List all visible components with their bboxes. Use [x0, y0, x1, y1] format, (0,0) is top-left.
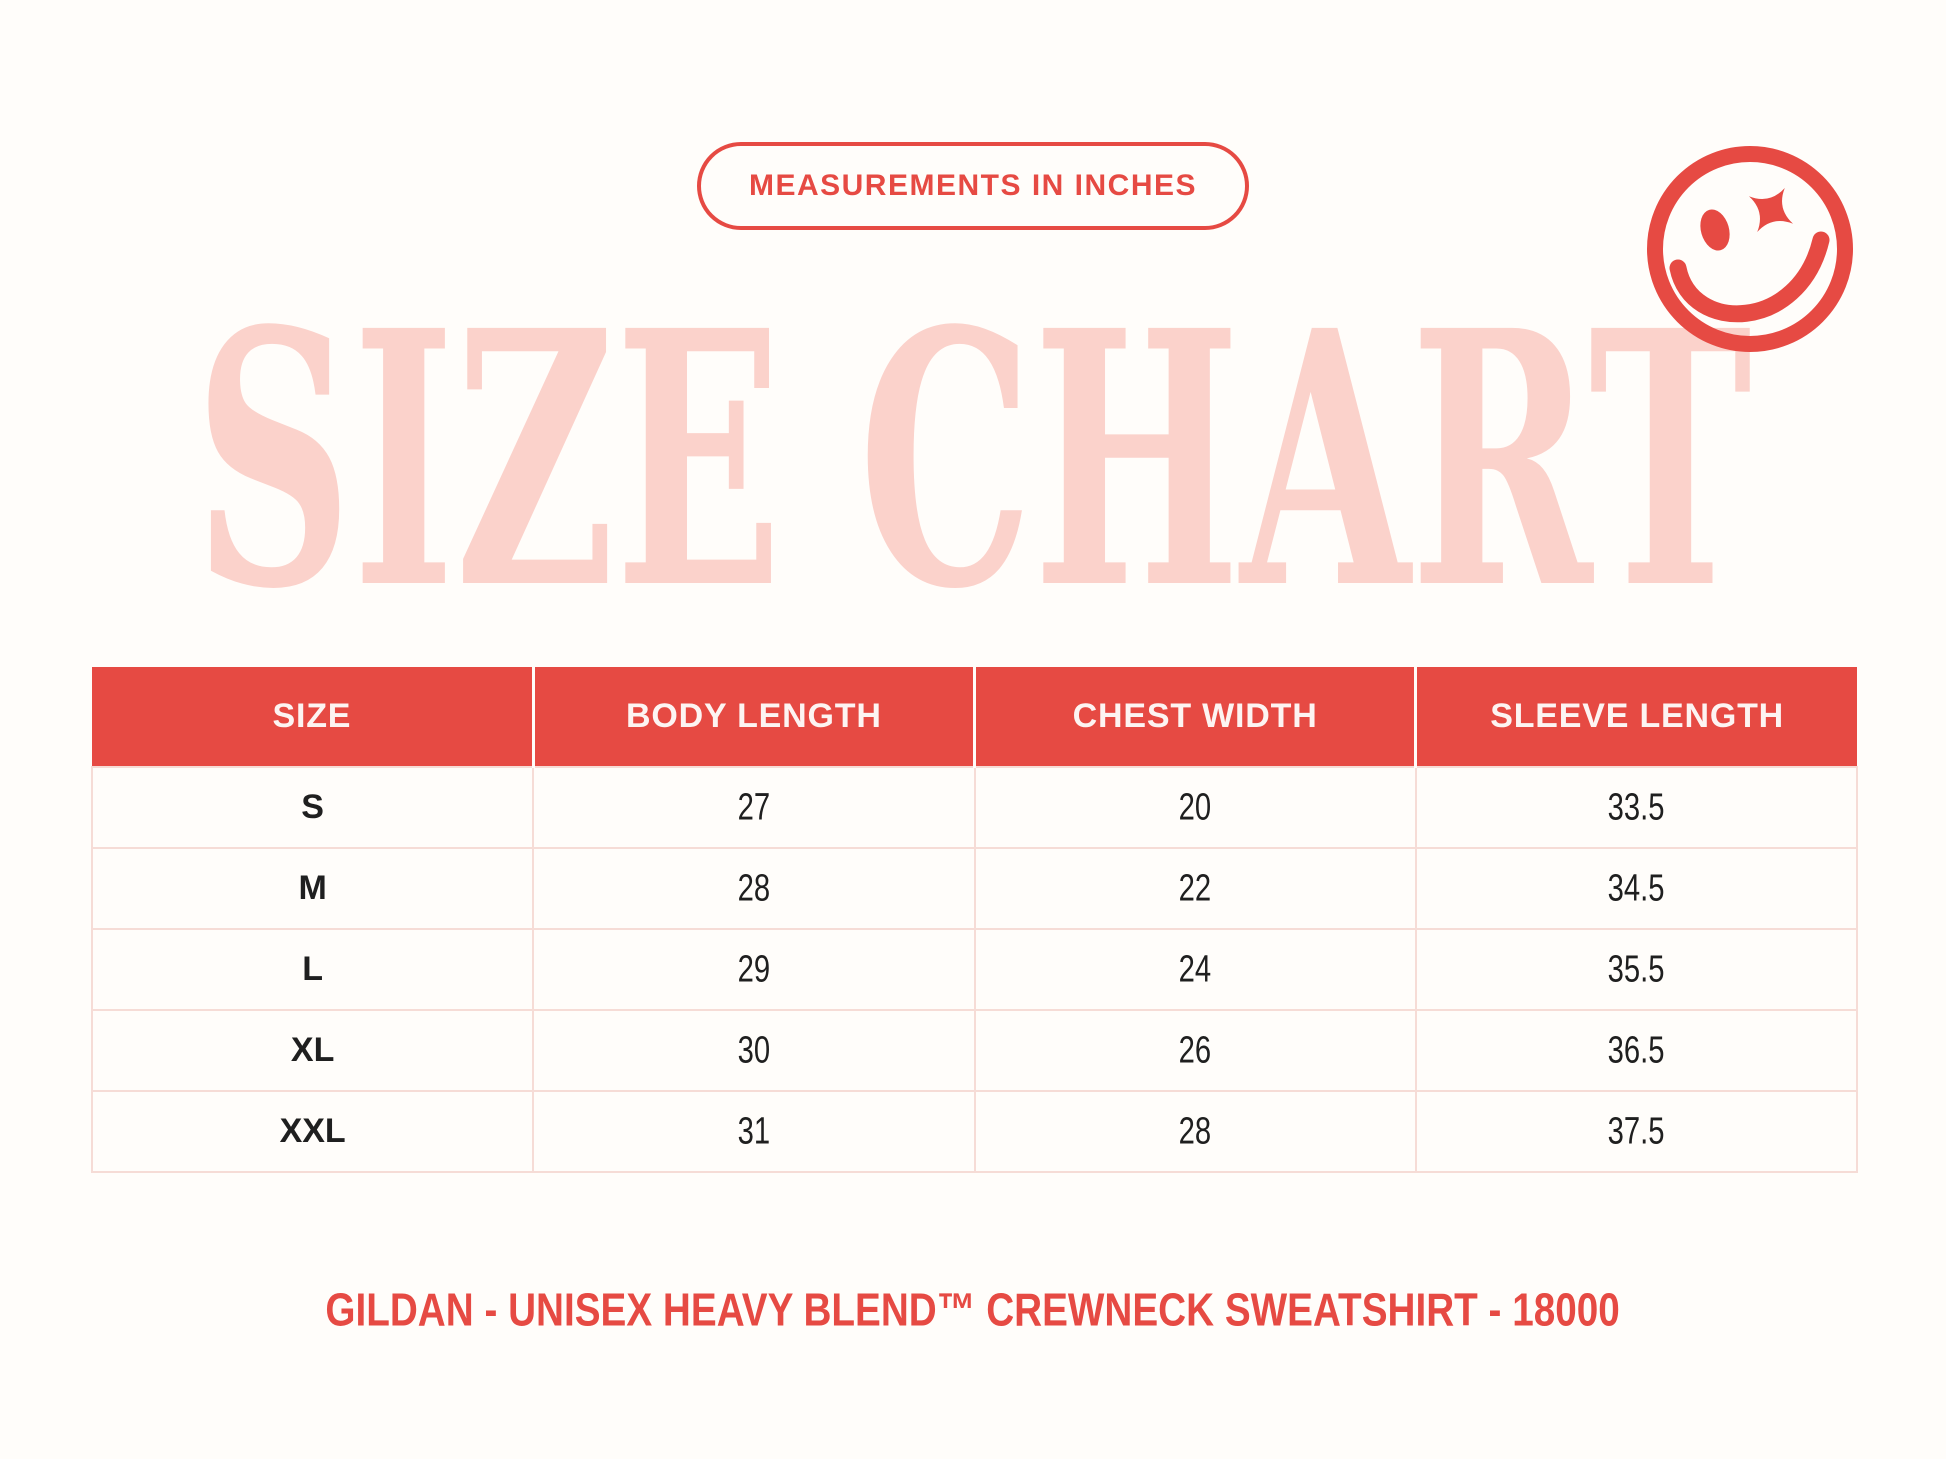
body-length-value: 29 — [737, 947, 771, 991]
badge-container: MEASUREMENTS IN INCHES — [0, 142, 1946, 230]
column-header-size: SIZE — [92, 667, 535, 767]
body-length-value: 27 — [737, 785, 771, 829]
table-header-row: SIZE BODY LENGTH CHEST WIDTH SLEEVE LENG… — [92, 667, 1857, 767]
size-cell: XXL — [90, 1090, 535, 1173]
sleeve-length-value: 34.5 — [1607, 866, 1665, 910]
sleeve-length-cell: 33.5 — [1414, 766, 1859, 849]
table-row: L 29 24 35.5 — [90, 928, 1859, 1011]
chest-width-value: 26 — [1178, 1028, 1212, 1072]
measurements-badge: MEASUREMENTS IN INCHES — [696, 142, 1250, 230]
smiley-face-icon — [1647, 146, 1853, 352]
size-chart-title: SIZE CHART — [194, 300, 1752, 630]
chest-width-cell: 24 — [973, 928, 1417, 1011]
sleeve-length-value: 36.5 — [1607, 1028, 1665, 1072]
sleeve-length-cell: 37.5 — [1414, 1090, 1859, 1173]
table-row: S 27 20 33.5 — [90, 766, 1859, 849]
body-length-cell: 28 — [532, 847, 976, 930]
chest-width-cell: 22 — [973, 847, 1417, 930]
size-cell: L — [90, 928, 535, 1011]
size-label: S — [301, 788, 324, 826]
body-length-value: 31 — [737, 1109, 771, 1153]
size-cell: XL — [90, 1009, 535, 1092]
footer-container: GILDAN - UNISEX HEAVY BLEND™ CREWNECK SW… — [0, 1282, 1946, 1336]
column-header-body-length: BODY LENGTH — [533, 667, 977, 767]
table-row: XL 30 26 36.5 — [90, 1009, 1859, 1092]
body-length-cell: 27 — [532, 766, 976, 849]
size-cell: M — [90, 847, 535, 930]
sleeve-length-cell: 34.5 — [1414, 847, 1859, 930]
body-length-value: 30 — [737, 1028, 771, 1072]
sleeve-length-cell: 36.5 — [1414, 1009, 1859, 1092]
body-length-value: 28 — [737, 866, 771, 910]
body-length-cell: 31 — [532, 1090, 976, 1173]
table-row: M 28 22 34.5 — [90, 847, 1859, 930]
size-chart-title-text: SIZE CHART — [194, 300, 1752, 630]
product-name-label: GILDAN - UNISEX HEAVY BLEND™ CREWNECK SW… — [325, 1282, 1621, 1336]
sleeve-length-value: 37.5 — [1607, 1109, 1665, 1153]
table-row: XXL 31 28 37.5 — [90, 1090, 1859, 1173]
size-table: SIZE BODY LENGTH CHEST WIDTH SLEEVE LENG… — [90, 667, 1859, 1173]
measurements-badge-label: MEASUREMENTS IN INCHES — [748, 169, 1198, 202]
sleeve-length-cell: 35.5 — [1414, 928, 1859, 1011]
body-length-cell: 30 — [532, 1009, 976, 1092]
chest-width-value: 20 — [1178, 785, 1212, 829]
chest-width-cell: 26 — [973, 1009, 1417, 1092]
chest-width-value: 28 — [1178, 1109, 1212, 1153]
size-label: M — [298, 869, 327, 907]
size-label: XL — [290, 1031, 335, 1069]
column-header-sleeve-length: SLEEVE LENGTH — [1415, 667, 1857, 767]
chest-width-value: 24 — [1178, 947, 1212, 991]
sleeve-length-value: 35.5 — [1607, 947, 1665, 991]
chest-width-value: 22 — [1178, 866, 1212, 910]
sleeve-length-value: 33.5 — [1607, 785, 1665, 829]
size-label: L — [302, 950, 324, 988]
chest-width-cell: 20 — [973, 766, 1417, 849]
body-length-cell: 29 — [532, 928, 976, 1011]
chest-width-cell: 28 — [973, 1090, 1417, 1173]
column-header-chest-width: CHEST WIDTH — [974, 667, 1418, 767]
size-label: XXL — [279, 1112, 346, 1150]
size-cell: S — [90, 766, 535, 849]
